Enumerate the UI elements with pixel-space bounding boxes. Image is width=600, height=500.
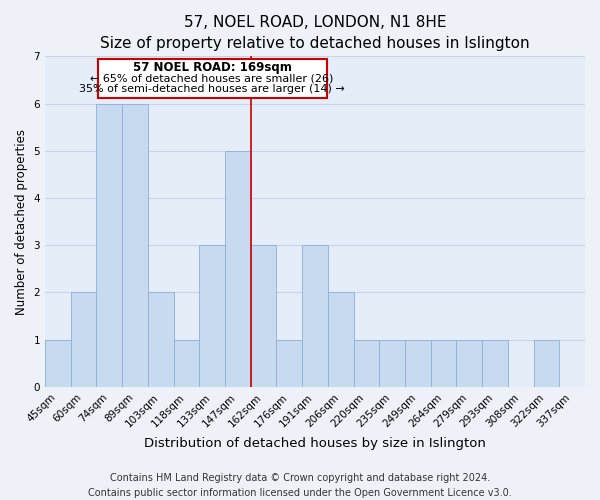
Text: Contains HM Land Registry data © Crown copyright and database right 2024.
Contai: Contains HM Land Registry data © Crown c… bbox=[88, 472, 512, 498]
Bar bbox=[251, 246, 277, 387]
Bar bbox=[405, 340, 431, 387]
Bar bbox=[71, 292, 97, 387]
Bar bbox=[97, 104, 122, 387]
Y-axis label: Number of detached properties: Number of detached properties bbox=[15, 128, 28, 314]
Bar bbox=[457, 340, 482, 387]
Bar bbox=[431, 340, 457, 387]
Bar bbox=[302, 246, 328, 387]
Bar bbox=[225, 151, 251, 387]
Bar bbox=[328, 292, 353, 387]
X-axis label: Distribution of detached houses by size in Islington: Distribution of detached houses by size … bbox=[144, 437, 486, 450]
Text: 35% of semi-detached houses are larger (14) →: 35% of semi-detached houses are larger (… bbox=[79, 84, 345, 94]
Bar bbox=[173, 340, 199, 387]
Bar bbox=[482, 340, 508, 387]
Bar bbox=[199, 246, 225, 387]
Bar bbox=[277, 340, 302, 387]
Bar bbox=[533, 340, 559, 387]
Text: 57 NOEL ROAD: 169sqm: 57 NOEL ROAD: 169sqm bbox=[133, 61, 292, 74]
Bar bbox=[122, 104, 148, 387]
Title: 57, NOEL ROAD, LONDON, N1 8HE
Size of property relative to detached houses in Is: 57, NOEL ROAD, LONDON, N1 8HE Size of pr… bbox=[100, 15, 530, 51]
Bar bbox=[379, 340, 405, 387]
Bar bbox=[45, 340, 71, 387]
FancyBboxPatch shape bbox=[98, 58, 326, 98]
Text: ← 65% of detached houses are smaller (26): ← 65% of detached houses are smaller (26… bbox=[91, 74, 334, 84]
Bar bbox=[353, 340, 379, 387]
Bar bbox=[148, 292, 173, 387]
